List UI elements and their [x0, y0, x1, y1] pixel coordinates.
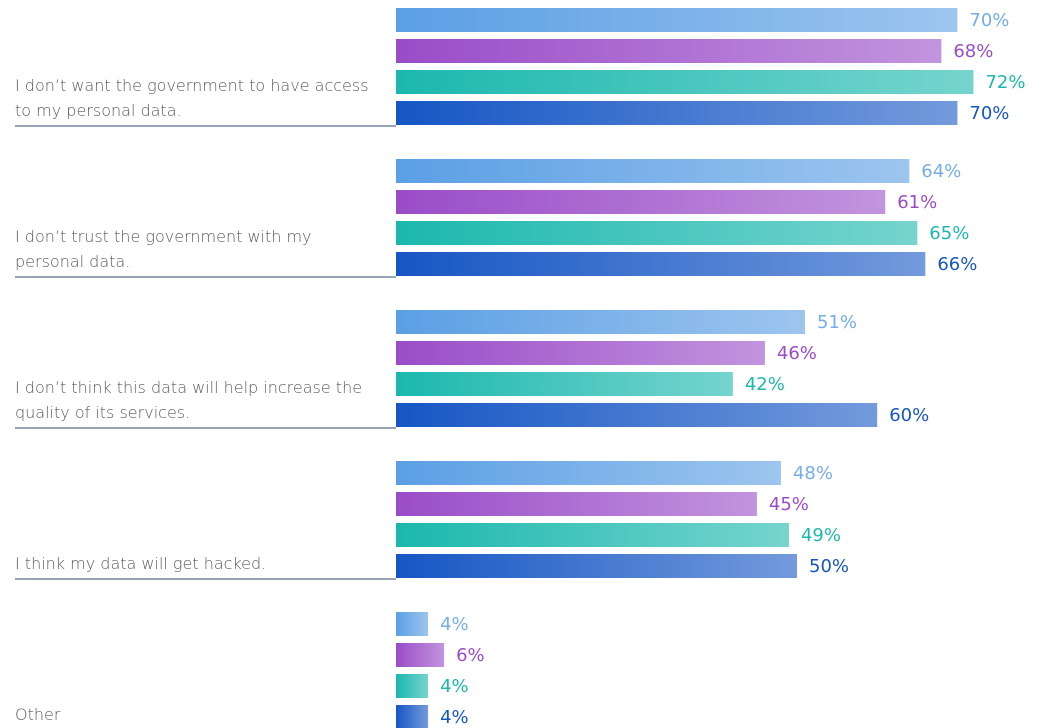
- bar: [396, 705, 429, 728]
- value-label: 46%: [777, 343, 817, 364]
- value-label: 48%: [793, 463, 833, 484]
- bar: [396, 403, 878, 427]
- value-label: 4%: [440, 707, 469, 728]
- value-label: 42%: [745, 374, 785, 395]
- value-label: 6%: [456, 645, 485, 666]
- value-label: 70%: [969, 103, 1009, 124]
- bar: [396, 341, 765, 365]
- bar: [396, 252, 926, 276]
- bar: [396, 159, 910, 183]
- bar: [396, 612, 429, 636]
- bar: [396, 674, 429, 698]
- value-label: 72%: [985, 72, 1025, 93]
- bar: [396, 39, 942, 63]
- bar: [396, 492, 757, 516]
- bar: [396, 554, 797, 578]
- value-label: 65%: [929, 223, 969, 244]
- value-label: 61%: [897, 192, 937, 213]
- bar: [396, 643, 445, 667]
- value-label: 68%: [953, 41, 993, 62]
- value-label: 51%: [817, 312, 857, 333]
- bar: [396, 221, 918, 245]
- value-label: 60%: [889, 405, 929, 426]
- value-label: 45%: [769, 494, 809, 515]
- bar: [396, 70, 974, 94]
- value-label: 4%: [440, 614, 469, 635]
- bar: [396, 8, 958, 32]
- category-label: I don’t want the government to have acce…: [15, 76, 369, 120]
- value-label: 70%: [969, 10, 1009, 31]
- category-label: I think my data will get hacked.: [15, 554, 267, 573]
- bar: [396, 523, 789, 547]
- value-label: 66%: [937, 254, 977, 275]
- value-label: 4%: [440, 676, 469, 697]
- bar: [396, 101, 958, 125]
- bar: [396, 190, 886, 214]
- value-label: 64%: [921, 161, 961, 182]
- value-label: 49%: [801, 525, 841, 546]
- bar: [396, 310, 806, 334]
- category-label: I don’t trust the government with my per…: [15, 227, 312, 271]
- category-label: I don’t think this data will help increa…: [15, 378, 363, 422]
- category-label: Other: [15, 705, 61, 724]
- bar: [396, 461, 781, 485]
- value-label: 50%: [809, 556, 849, 577]
- bar: [396, 372, 733, 396]
